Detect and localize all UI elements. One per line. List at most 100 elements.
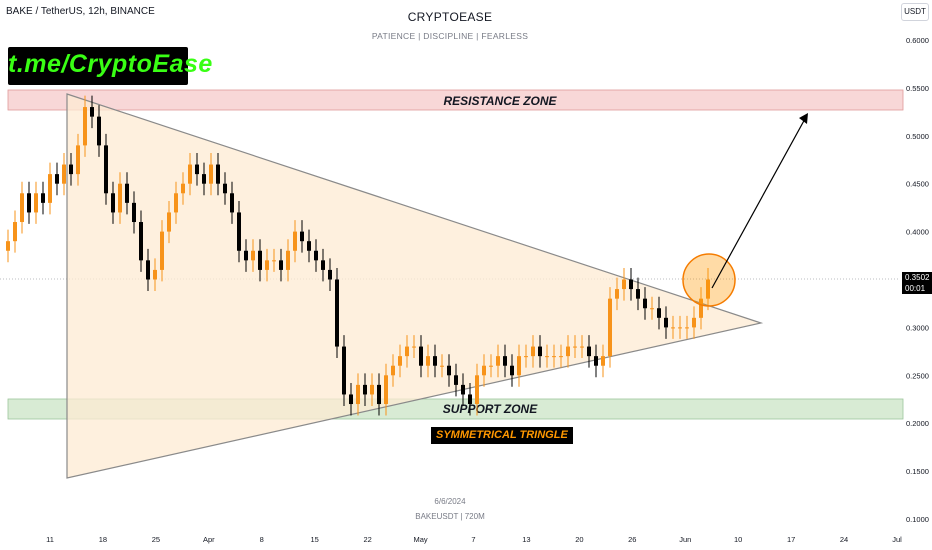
- candle-body: [678, 327, 682, 329]
- candle-body: [405, 346, 409, 357]
- candle-body: [41, 193, 45, 203]
- candle-body: [433, 356, 437, 366]
- arrow-head-icon: [799, 113, 808, 124]
- x-tick-label: 17: [787, 535, 795, 544]
- candle-body: [349, 394, 353, 405]
- candle-body: [615, 289, 619, 299]
- candle-body: [573, 346, 577, 348]
- candle-body: [181, 183, 185, 194]
- candle-body: [230, 193, 234, 213]
- candle-body: [34, 193, 38, 213]
- currency-button[interactable]: USDT: [901, 3, 929, 21]
- candle-body: [202, 174, 206, 184]
- candle-body: [517, 356, 521, 376]
- x-tick-label: May: [413, 535, 427, 544]
- x-tick-label: 13: [522, 535, 530, 544]
- symbol-title: BAKE / TetherUS, 12h, BINANCE: [6, 6, 155, 17]
- candle-body: [699, 298, 703, 318]
- chart-title: CRYPTOEASE: [407, 10, 493, 24]
- x-tick-label: 8: [260, 535, 264, 544]
- watermark-symbol: BAKEUSDT | 720M: [415, 512, 485, 521]
- brand-badge: t.me/CryptoEase: [8, 47, 212, 85]
- candle-body: [272, 260, 276, 262]
- breakout-highlight-circle: [682, 253, 736, 307]
- candle-body: [265, 260, 269, 270]
- candle-body: [643, 298, 647, 309]
- x-tick-label: 22: [363, 535, 371, 544]
- candle-body: [90, 107, 94, 117]
- candle-body: [384, 375, 388, 405]
- candle-body: [706, 279, 710, 299]
- candle-body: [342, 346, 346, 395]
- candle-body: [13, 222, 17, 242]
- candle-body: [293, 231, 297, 251]
- y-tick-label: 0.5500: [906, 84, 929, 93]
- resistance-zone: [7, 89, 904, 111]
- candle-body: [503, 356, 507, 366]
- candle-body: [216, 164, 220, 184]
- candle-body: [307, 241, 311, 251]
- x-tick-label: Jun: [679, 535, 691, 544]
- candle-body: [629, 279, 633, 290]
- candle-body: [664, 317, 668, 328]
- candle-body: [692, 317, 696, 328]
- y-tick-label: 0.3000: [906, 323, 929, 332]
- candle-body: [335, 279, 339, 347]
- candle-body: [510, 365, 514, 376]
- candlestick-series: [6, 95, 710, 416]
- watermark-date: 6/6/2024: [434, 497, 466, 506]
- candle-body: [62, 164, 66, 184]
- candle-body: [489, 365, 493, 367]
- candle-body: [55, 174, 59, 184]
- chart-subtitle: PATIENCE | DISCIPLINE | FEARLESS: [371, 31, 529, 41]
- candle-body: [48, 174, 52, 203]
- candle-body: [419, 346, 423, 366]
- y-tick-label: 0.2000: [906, 419, 929, 428]
- candle-body: [454, 375, 458, 385]
- candle-body: [314, 250, 318, 261]
- y-tick-label: 0.2500: [906, 371, 929, 380]
- candle-body: [125, 183, 129, 203]
- candle-body: [468, 394, 472, 405]
- candle-body: [391, 365, 395, 376]
- candle-body: [636, 289, 640, 299]
- candle-body: [139, 222, 143, 261]
- bar-countdown: 00:01: [905, 284, 926, 293]
- candle-body: [167, 212, 171, 232]
- y-tick-label: 0.6000: [906, 36, 929, 45]
- x-tick-label: 15: [311, 535, 319, 544]
- candle-body: [524, 356, 528, 358]
- candle-body: [531, 346, 535, 357]
- time-axis[interactable]: 11 18 25 Apr 8 15 22 May 7 13 20 26 Jun 10 17 24 Jul: [46, 535, 902, 544]
- y-tick-label: 0.5000: [906, 132, 929, 141]
- current-price-value: 0.3502: [905, 273, 930, 282]
- candle-body: [6, 241, 10, 251]
- candle-body: [251, 250, 255, 261]
- x-tick-label: 10: [734, 535, 742, 544]
- candle-body: [587, 346, 591, 357]
- candle-body: [279, 260, 283, 270]
- candle-body: [160, 231, 164, 270]
- candle-body: [286, 250, 290, 270]
- support-zone-label: SUPPORT ZONE: [443, 402, 538, 416]
- candle-body: [657, 308, 661, 318]
- candle-body: [328, 269, 332, 280]
- candle-body: [545, 356, 549, 358]
- y-tick-label: 0.1500: [906, 467, 929, 476]
- candle-body: [580, 346, 584, 348]
- x-tick-label: 25: [152, 535, 160, 544]
- target-arrow: [711, 116, 807, 289]
- candle-body: [321, 260, 325, 270]
- candle-body: [552, 356, 556, 358]
- x-tick-label: 18: [99, 535, 107, 544]
- x-tick-label: 24: [840, 535, 848, 544]
- candle-body: [671, 327, 675, 329]
- candle-body: [300, 231, 304, 242]
- current-price-tag: 0.3502 00:01: [902, 272, 932, 294]
- candle-body: [132, 202, 136, 223]
- candle-body: [398, 356, 402, 366]
- x-tick-label: 11: [46, 535, 54, 544]
- candle-body: [153, 269, 157, 280]
- y-tick-label: 0.1000: [906, 515, 929, 524]
